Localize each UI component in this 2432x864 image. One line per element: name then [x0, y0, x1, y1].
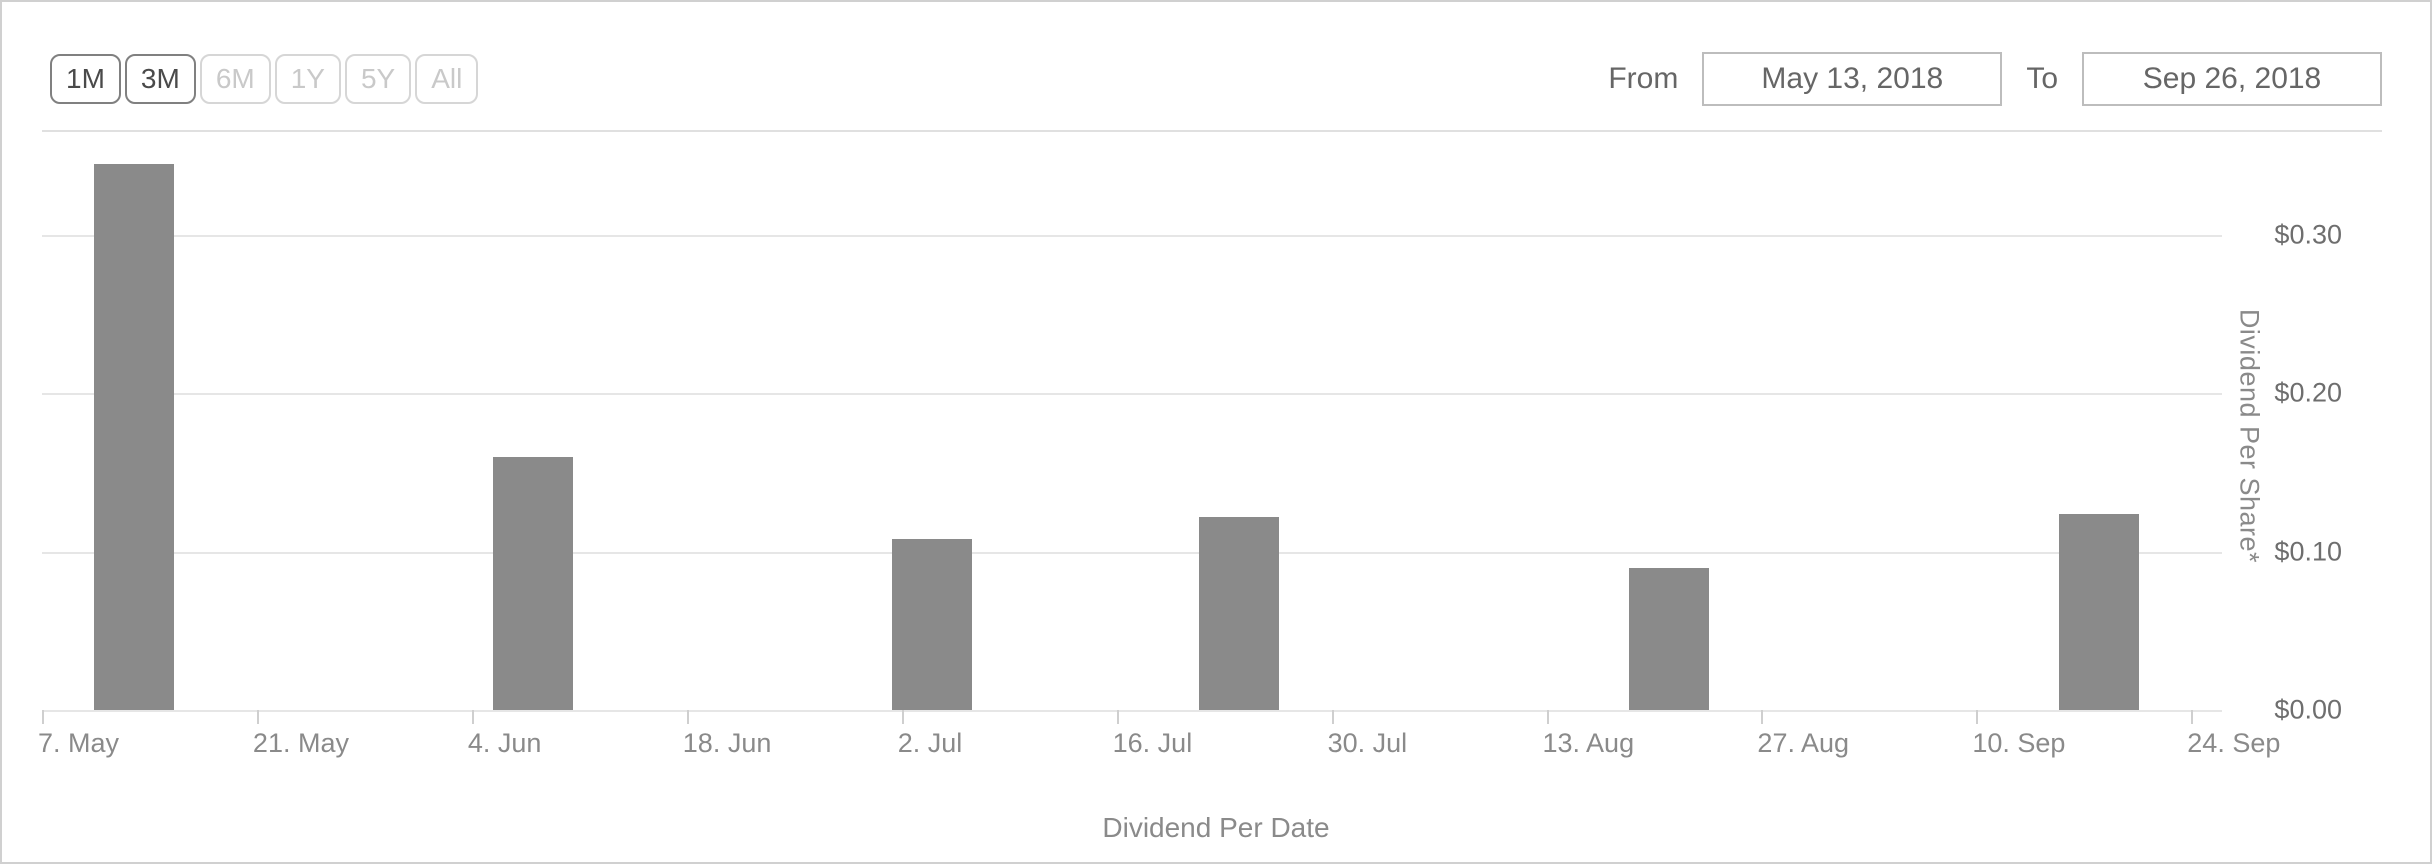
x-tick	[472, 710, 474, 724]
gridline	[42, 235, 2222, 237]
x-tick-label: 27. Aug	[1757, 728, 1849, 759]
bar[interactable]	[1629, 568, 1709, 710]
bar[interactable]	[1199, 517, 1279, 710]
x-tick	[42, 710, 44, 724]
range-button-3m[interactable]: 3M	[125, 54, 196, 104]
chart-panel: 1M3M6M1Y5YAll From May 13, 2018 To Sep 2…	[0, 0, 2432, 864]
bar[interactable]	[94, 164, 174, 710]
x-tick-label: 2. Jul	[898, 728, 963, 759]
x-tick-label: 13. Aug	[1543, 728, 1635, 759]
from-date-input[interactable]: May 13, 2018	[1702, 52, 2002, 106]
x-axis-title: Dividend Per Date	[2, 812, 2430, 844]
x-tick	[257, 710, 259, 724]
x-tick	[902, 710, 904, 724]
bar[interactable]	[493, 457, 573, 710]
x-tick	[1332, 710, 1334, 724]
to-label: To	[2026, 62, 2058, 96]
x-tick-label: 21. May	[253, 728, 349, 759]
from-label: From	[1608, 62, 1678, 96]
range-button-group: 1M3M6M1Y5YAll	[50, 54, 478, 104]
x-tick	[687, 710, 689, 724]
x-tick	[1117, 710, 1119, 724]
y-tick-label: $0.00	[2274, 695, 2342, 726]
x-tick-label: 30. Jul	[1328, 728, 1408, 759]
y-tick-label: $0.20	[2274, 378, 2342, 409]
range-button-1y[interactable]: 1Y	[275, 54, 341, 104]
y-tick-label: $0.10	[2274, 536, 2342, 567]
gridline	[42, 710, 2222, 712]
chart-area: $0.00$0.10$0.20$0.307. May21. May4. Jun1…	[42, 130, 2382, 740]
x-tick-label: 18. Jun	[683, 728, 772, 759]
gridline	[42, 393, 2222, 395]
range-button-5y[interactable]: 5Y	[345, 54, 411, 104]
date-range-group: From May 13, 2018 To Sep 26, 2018	[1608, 52, 2382, 106]
toolbar: 1M3M6M1Y5YAll From May 13, 2018 To Sep 2…	[2, 2, 2430, 130]
y-tick-label: $0.30	[2274, 220, 2342, 251]
gridline	[42, 552, 2222, 554]
y-axis-title: Dividend Per Share*	[2233, 309, 2264, 563]
x-tick	[1761, 710, 1763, 724]
x-tick	[1976, 710, 1978, 724]
x-tick	[1547, 710, 1549, 724]
x-tick-label: 10. Sep	[1972, 728, 2065, 759]
to-date-input[interactable]: Sep 26, 2018	[2082, 52, 2382, 106]
bar[interactable]	[892, 539, 972, 710]
x-tick	[2191, 710, 2193, 724]
range-button-all[interactable]: All	[415, 54, 478, 104]
bar[interactable]	[2059, 514, 2139, 710]
range-button-1m[interactable]: 1M	[50, 54, 121, 104]
x-tick-label: 7. May	[38, 728, 119, 759]
range-button-6m[interactable]: 6M	[200, 54, 271, 104]
x-tick-label: 16. Jul	[1113, 728, 1193, 759]
x-tick-label: 24. Sep	[2187, 728, 2280, 759]
plot-region: $0.00$0.10$0.20$0.307. May21. May4. Jun1…	[42, 156, 2222, 710]
x-tick-label: 4. Jun	[468, 728, 542, 759]
